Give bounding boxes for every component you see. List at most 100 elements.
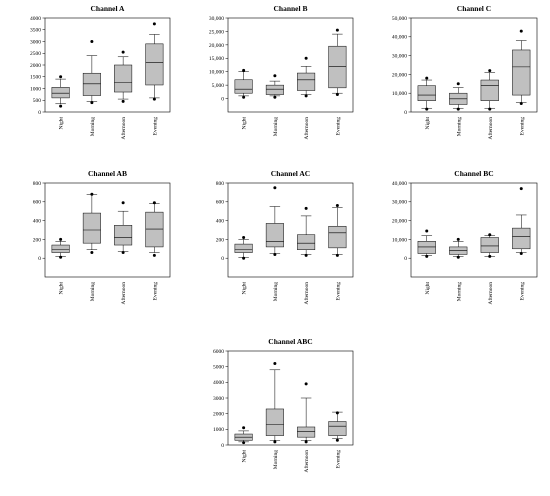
box-evening xyxy=(145,201,164,257)
category-label: Night xyxy=(242,117,248,130)
outlier-point xyxy=(59,104,63,108)
category-label: Morning xyxy=(273,117,279,137)
outlier-point xyxy=(90,101,94,105)
iqr-box xyxy=(145,43,164,86)
iqr-box xyxy=(328,225,347,249)
category-label: Evening xyxy=(335,282,341,301)
category-label: Afternoon xyxy=(120,282,127,305)
y-tick-label: 4000 xyxy=(213,380,224,386)
box-afternoon xyxy=(114,201,133,255)
category-label: Night xyxy=(242,282,248,295)
y-tick-label: 600 xyxy=(33,200,42,206)
box-afternoon xyxy=(297,206,316,257)
category-label: Evening xyxy=(152,282,158,301)
category-label: Night xyxy=(242,450,248,463)
y-tick-label: 20,000 xyxy=(392,72,407,78)
plot-frame xyxy=(227,17,354,113)
y-tick-label: 0 xyxy=(404,256,407,262)
outlier-point xyxy=(519,252,523,255)
category-label: Evening xyxy=(519,117,525,136)
category-label: Night xyxy=(59,282,65,295)
y-tick-label: 800 xyxy=(216,181,225,187)
outlier-point xyxy=(273,186,277,190)
box-night xyxy=(234,426,253,445)
y-tick-label: 0 xyxy=(221,256,224,262)
y-tick-label: 800 xyxy=(33,181,42,187)
iqr-box xyxy=(114,64,133,93)
iqr-box xyxy=(114,225,133,246)
category-label: Morning xyxy=(273,450,279,470)
box-night xyxy=(51,237,70,259)
chart-5: Channel BC 0 10,000 20,000 30,000 40,000 Night… xyxy=(392,169,538,305)
y-tick-label: 2000 xyxy=(213,412,224,418)
outlier-point xyxy=(273,95,277,99)
chart-title: Channel AB xyxy=(88,169,127,178)
outlier-point xyxy=(121,99,125,103)
outlier-point xyxy=(304,206,308,210)
outlier-point xyxy=(304,56,308,60)
chart-title: Channel ABC xyxy=(268,337,312,346)
outlier-point xyxy=(152,253,156,257)
outlier-point xyxy=(59,255,63,259)
box-night xyxy=(234,236,253,260)
outlier-point xyxy=(242,426,246,430)
y-tick-label: 15,000 xyxy=(209,56,224,62)
y-tick-label: 400 xyxy=(216,219,225,225)
box-evening xyxy=(512,187,531,255)
y-tick-label: 200 xyxy=(216,237,225,243)
outlier-point xyxy=(273,362,277,366)
outlier-point xyxy=(425,76,429,80)
box-afternoon xyxy=(114,50,133,103)
box-afternoon xyxy=(480,233,499,258)
category-label: Night xyxy=(59,117,65,130)
y-tick-label: 200 xyxy=(33,237,42,243)
iqr-box xyxy=(417,85,436,101)
box-afternoon xyxy=(297,382,316,444)
outlier-point xyxy=(335,253,339,257)
category-label: Night xyxy=(425,117,431,130)
chart-title: Channel B xyxy=(274,4,308,13)
y-tick-label: 3000 xyxy=(213,396,224,402)
box-evening xyxy=(328,28,347,97)
y-tick-label: 20,000 xyxy=(392,219,407,225)
outlier-point xyxy=(273,440,277,444)
y-tick-label: 50,000 xyxy=(392,16,407,22)
y-tick-label: 5000 xyxy=(213,365,224,371)
outlier-point xyxy=(242,441,246,445)
y-tick-label: 10,000 xyxy=(392,237,407,243)
outlier-point xyxy=(488,69,492,73)
chart-3: Channel AB 0 200 400 600 800 Night Morning After… xyxy=(33,169,171,305)
outlier-point xyxy=(273,252,277,256)
box-evening xyxy=(145,22,164,101)
category-label: Morning xyxy=(90,117,96,137)
y-tick-label: 1000 xyxy=(30,86,41,92)
outlier-point xyxy=(456,107,460,111)
outlier-point xyxy=(425,229,429,233)
category-label: Night xyxy=(425,282,431,295)
y-tick-label: 2500 xyxy=(30,51,41,57)
box-morning xyxy=(265,186,284,256)
iqr-box xyxy=(297,426,316,438)
iqr-box xyxy=(512,49,531,96)
box-afternoon xyxy=(297,56,316,98)
iqr-box xyxy=(51,87,70,99)
box-evening xyxy=(512,29,531,106)
y-tick-label: 2000 xyxy=(30,63,41,69)
category-label: Evening xyxy=(335,450,341,469)
outlier-point xyxy=(456,237,460,241)
y-tick-label: 600 xyxy=(216,200,225,206)
y-tick-label: 0 xyxy=(38,256,41,262)
outlier-point xyxy=(519,187,523,191)
outlier-point xyxy=(59,237,63,241)
outlier-point xyxy=(304,440,308,444)
outlier-point xyxy=(121,50,125,54)
outlier-point xyxy=(335,411,339,415)
chart-title: Channel AC xyxy=(271,169,310,178)
outlier-point xyxy=(425,254,429,258)
box-morning xyxy=(265,74,284,99)
iqr-box xyxy=(480,237,499,253)
iqr-box xyxy=(51,244,70,253)
category-label: Morning xyxy=(273,282,279,302)
y-tick-label: 30,000 xyxy=(392,200,407,206)
outlier-point xyxy=(152,22,156,26)
